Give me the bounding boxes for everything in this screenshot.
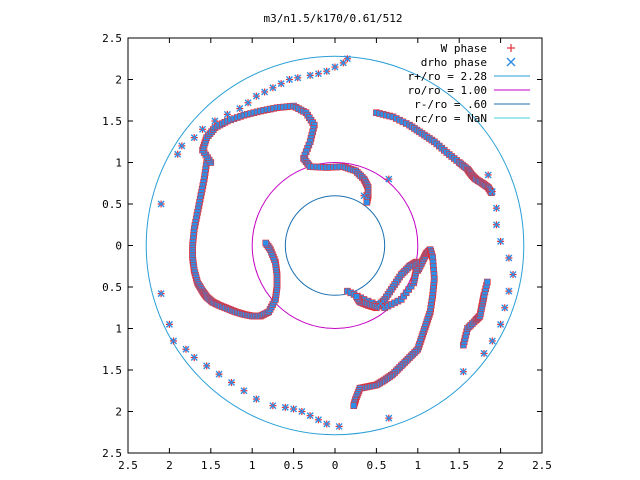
x-tick-label: 1.5 xyxy=(201,459,221,472)
legend-label-w-phase: W phase xyxy=(441,42,487,55)
legend-label-drho-phase: drho phase xyxy=(421,56,487,69)
drho-phase-point xyxy=(252,92,260,100)
x-tick-label: 1.5 xyxy=(449,459,469,472)
drho-phase-point xyxy=(323,420,331,428)
drho-phase-point xyxy=(294,74,302,82)
drho-phase-point xyxy=(492,204,500,212)
y-tick-label: 2.5 xyxy=(102,447,122,460)
legend-label-circle-0: r+/ro = 2.28 xyxy=(408,70,487,83)
x-tick-label: 2 xyxy=(497,459,504,472)
drho-phase-point xyxy=(182,345,190,353)
drho-phase-point xyxy=(385,175,393,183)
y-tick-label: 0.5 xyxy=(102,198,122,211)
drho-phase-point xyxy=(285,76,293,83)
drho-phase-point xyxy=(360,192,368,200)
drho-phase-point xyxy=(178,142,186,150)
y-tick-label: 1.5 xyxy=(102,115,122,128)
drho-phase-point xyxy=(484,171,492,179)
arm-marker-5 xyxy=(484,278,491,286)
drho-phase-point xyxy=(170,337,178,345)
legend-label-circle-2: r-/ro = .60 xyxy=(414,98,487,111)
chart-title: m3/n1.5/k170/0.61/512 xyxy=(263,12,402,25)
circle-1 xyxy=(251,162,419,329)
drho-phase-point xyxy=(497,320,505,328)
drho-phase-point xyxy=(223,110,231,118)
y-tick-label: 2.5 xyxy=(102,32,122,45)
legend-sample-drho-phase xyxy=(506,57,516,67)
drho-phase-point xyxy=(261,88,269,96)
drho-phase-point xyxy=(252,395,260,403)
drho-phase-point xyxy=(228,378,235,386)
x-tick-label: 2 xyxy=(166,459,173,472)
drho-phase-point xyxy=(339,59,347,67)
arm-marker-0 xyxy=(262,239,270,247)
y-tick-label: 1.5 xyxy=(102,364,122,377)
arm-marker-3 xyxy=(350,402,358,409)
y-tick-label: 0.5 xyxy=(102,281,122,294)
drho-phase-point xyxy=(269,84,277,92)
drho-phase-point xyxy=(157,200,165,208)
drho-phase-point xyxy=(190,134,198,142)
x-tick-label: 0 xyxy=(332,459,339,472)
arm-marker-4 xyxy=(353,293,360,300)
legend-label-circle-3: rc/ro = NaN xyxy=(414,112,487,125)
legend-label-circle-1: ro/ro = 1.00 xyxy=(408,84,487,97)
drho-phase-point xyxy=(385,414,393,422)
drho-phase-point xyxy=(377,300,385,308)
drho-phase-point xyxy=(199,125,207,133)
drho-phase-point xyxy=(306,71,314,79)
drho-phase-point xyxy=(236,105,244,113)
drho-phase-point xyxy=(281,403,289,411)
drho-phase-point xyxy=(174,150,182,158)
circle-0 xyxy=(145,55,525,436)
y-tick-label: 2 xyxy=(115,74,122,87)
circle-2 xyxy=(284,195,386,296)
drho-phase-point xyxy=(190,354,198,362)
drho-phase-point xyxy=(497,237,505,245)
x-tick-label: 0.5 xyxy=(366,459,386,472)
drho-phase-point xyxy=(290,405,298,413)
y-tick-label: 1 xyxy=(115,157,122,170)
drho-phase-point xyxy=(314,416,322,424)
x-tick-label: 2.5 xyxy=(118,459,138,472)
drho-phase-point xyxy=(240,387,248,395)
x-tick-label: 2.5 xyxy=(532,459,552,472)
y-tick-label: 0 xyxy=(115,240,122,253)
drho-phase-point xyxy=(215,370,223,378)
drho-phase-point xyxy=(269,402,277,410)
drho-phase-point xyxy=(211,117,219,125)
x-tick-label: 1 xyxy=(414,459,421,472)
drho-phase-point xyxy=(165,320,173,328)
drho-phase-point xyxy=(314,70,322,78)
drho-phase-point xyxy=(480,349,488,357)
drho-phase-point xyxy=(459,368,467,376)
drho-phase-point xyxy=(505,287,513,295)
drho-phase-point xyxy=(298,408,306,415)
drho-phase-point xyxy=(505,254,513,262)
drho-phase-point xyxy=(277,80,285,88)
drho-phase-point xyxy=(501,304,509,312)
drho-phase-point xyxy=(306,412,314,420)
y-tick-label: 2 xyxy=(115,406,122,419)
drho-phase-point xyxy=(244,99,252,107)
drho-phase-point xyxy=(157,290,165,298)
x-tick-label: 1 xyxy=(249,459,256,472)
drho-phase-point xyxy=(335,422,343,430)
drho-phase-point xyxy=(488,337,496,345)
drho-phase-point xyxy=(323,67,331,75)
drho-phase-point xyxy=(331,63,339,71)
arm-marker-1 xyxy=(363,199,371,206)
x-tick-label: 0.5 xyxy=(284,459,304,472)
legend: W phase drho phase r+/ro = 2.28 ro/ro = … xyxy=(408,42,530,125)
drho-phase-point xyxy=(488,188,496,196)
drho-phase-point xyxy=(509,271,517,279)
drho-phase-point xyxy=(492,221,500,229)
y-tick-label: 1 xyxy=(115,323,122,336)
drho-phase-point xyxy=(203,362,211,370)
